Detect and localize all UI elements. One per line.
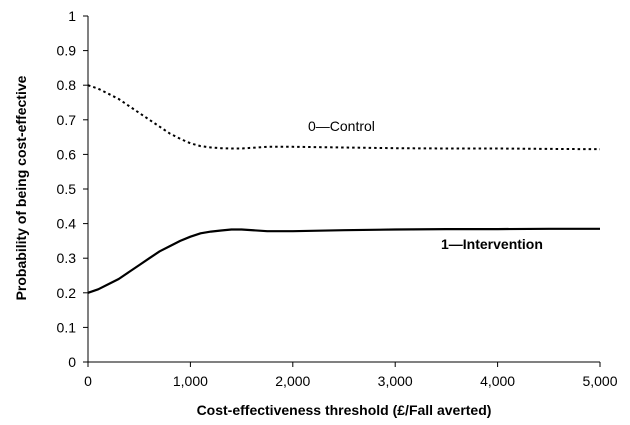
x-axis-ticks: 0 1,000 2,000 3,000 4,000 5,000	[84, 362, 618, 389]
x-tick-label: 0	[84, 373, 92, 389]
series-group	[87, 84, 601, 294]
x-tick-label: 3,000	[378, 373, 413, 389]
x-axis-title: Cost-effectiveness threshold (£/Fall ave…	[197, 402, 492, 418]
series-line-control	[87, 84, 601, 151]
y-tick-label: 0.2	[57, 285, 77, 301]
y-tick-label: 0.6	[57, 146, 77, 162]
y-tick-label: 0.1	[57, 319, 77, 335]
y-tick-label: 0	[68, 354, 76, 370]
y-tick-label: 0.9	[57, 43, 77, 59]
x-tick-label: 4,000	[480, 373, 515, 389]
series-label-control: 0—Control	[308, 118, 375, 134]
x-tick-label: 1,000	[173, 373, 208, 389]
y-tick-label: 0.5	[57, 181, 77, 197]
x-tick-label: 2,000	[275, 373, 310, 389]
y-tick-label: 0.3	[57, 250, 77, 266]
y-axis-title: Probability of being cost-effective	[13, 75, 29, 300]
y-axis-ticks: 0 0.1 0.2 0.3 0.4 0.5 0.6 0.7 0.8 0.9 1	[57, 8, 88, 370]
series-line-intervention	[87, 227, 600, 294]
series-label-intervention: 1—Intervention	[441, 236, 543, 252]
y-tick-label: 0.4	[57, 216, 77, 232]
y-tick-label: 1	[68, 8, 76, 24]
x-tick-label: 5,000	[582, 373, 617, 389]
y-tick-label: 0.7	[57, 112, 77, 128]
y-tick-label: 0.8	[57, 77, 77, 93]
